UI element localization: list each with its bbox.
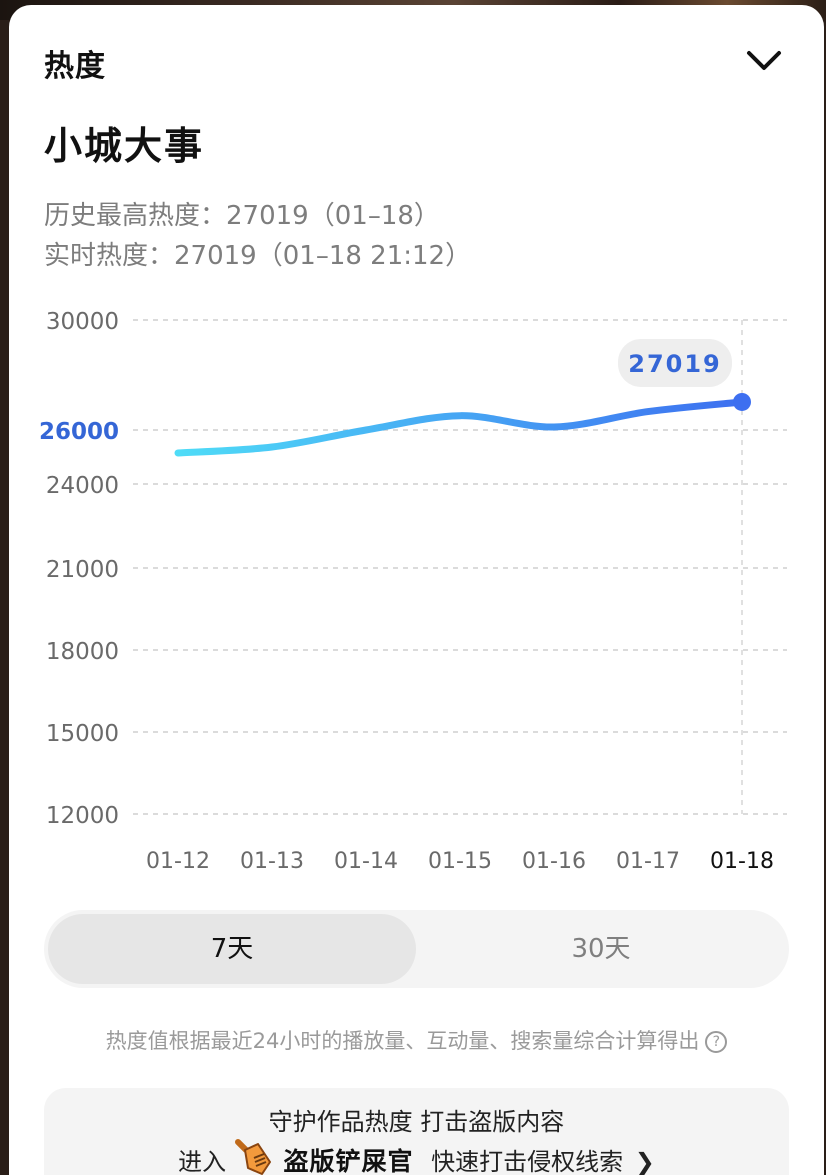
promo-cta: 进入 盗版铲屎官 快速打击侵权线索 ❯ (44, 1138, 789, 1175)
svg-text:24000: 24000 (46, 473, 119, 499)
shovel-icon (234, 1139, 271, 1175)
svg-text:12000: 12000 (46, 803, 119, 829)
svg-text:21000: 21000 (46, 557, 119, 583)
work-title: 小城大事 (44, 124, 205, 168)
realtime-heat-label: 实时热度： (44, 241, 175, 271)
anti-piracy-banner[interactable]: 守护作品热度 打击盗版内容 进入 盗版铲屎官 快速打击侵权线索 ❯ (44, 1088, 789, 1175)
peak-heat: 历史最高热度：27019（01–18） (44, 195, 440, 232)
promo-headline: 守护作品热度 打击盗版内容 (268, 1108, 565, 1136)
realtime-heat: 实时热度：27019（01–18 21:12） (44, 235, 471, 272)
svg-text:18000: 18000 (46, 639, 119, 665)
realtime-heat-value: 27019 (174, 241, 257, 271)
promo-enter: 进入 (178, 1148, 227, 1175)
tooltip-value: 27019 (628, 350, 722, 378)
heat-panel: 热度 小城大事 历史最高热度：27019（01–18） 实时热度：27019（0… (9, 5, 824, 1175)
heat-series-line (174, 398, 746, 457)
chevron-down-icon (747, 51, 781, 70)
footnote-text: 热度值根据最近24小时的播放量、互动量、搜索量综合计算得出 (105, 1029, 700, 1053)
range-option-30d[interactable]: 30天 (571, 934, 631, 964)
promo-action: 快速打击侵权线索 (431, 1148, 624, 1175)
chevron-right-icon: ❯ (634, 1148, 655, 1175)
range-selector: 7天 30天 (44, 910, 789, 988)
peak-heat-value: 27019 (226, 201, 309, 231)
panel-title: 热度 (44, 49, 106, 84)
svg-text:30000: 30000 (46, 309, 119, 335)
peak-heat-label: 历史最高热度： (44, 201, 227, 231)
help-icon[interactable]: ? (705, 1031, 728, 1053)
svg-text:01-17: 01-17 (616, 849, 680, 874)
svg-text:01-12: 01-12 (146, 849, 210, 874)
collapse-button[interactable] (742, 43, 786, 79)
promo-brand: 盗版铲屎官 (283, 1147, 414, 1175)
selected-data-point[interactable] (733, 392, 751, 411)
value-tooltip: 27019 (618, 338, 732, 387)
svg-text:01-16: 01-16 (522, 849, 586, 874)
heat-line-chart[interactable]: 30000 26000 24000 21000 18000 15000 12000 2701… (9, 295, 824, 895)
realtime-heat-time: （01–18 21:12） (256, 241, 472, 271)
svg-text:01-15: 01-15 (428, 849, 492, 874)
svg-text:15000: 15000 (46, 721, 119, 747)
svg-text:01-14: 01-14 (334, 849, 398, 874)
chart-gridlines (133, 319, 787, 815)
svg-text:26000: 26000 (39, 419, 119, 445)
svg-text:01-18: 01-18 (710, 849, 774, 874)
x-axis-ticks: 01-12 01-13 01-14 01-15 01-16 01-17 01-18 (146, 849, 774, 874)
svg-text:01-13: 01-13 (240, 849, 304, 874)
peak-heat-date: （01–18） (308, 201, 440, 231)
y-axis-ticks: 30000 26000 24000 21000 18000 15000 12000 (39, 309, 119, 829)
heat-explanation: 热度值根据最近24小时的播放量、互动量、搜索量综合计算得出? (9, 1025, 824, 1055)
range-option-7d[interactable]: 7天 (48, 914, 416, 984)
